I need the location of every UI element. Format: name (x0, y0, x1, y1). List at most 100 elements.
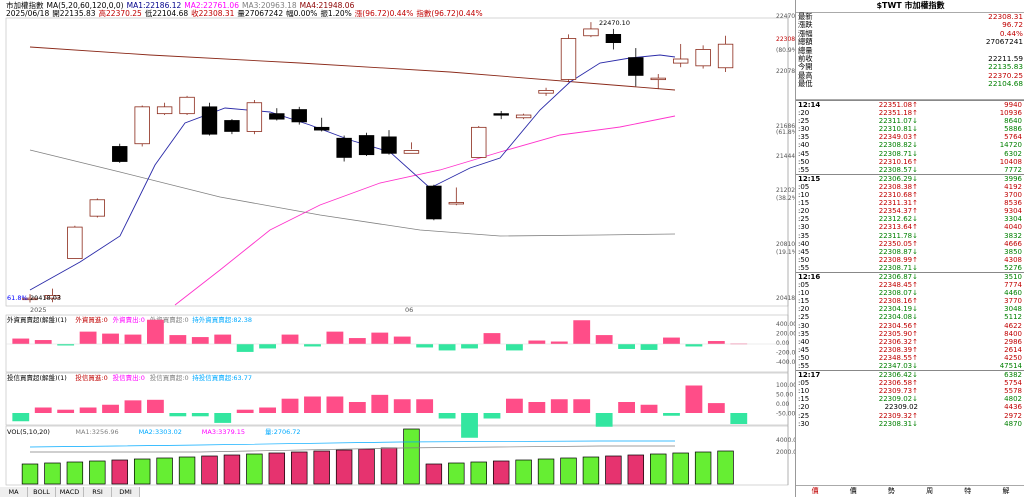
tick-row[interactable]: :20 22309.02 4436 (796, 403, 1024, 411)
dealer-header-2: 投信賣出:0 (113, 373, 145, 382)
indicator-tab-ma[interactable]: MA (0, 487, 28, 497)
indicator-tab-boll[interactable]: BOLL (28, 487, 56, 497)
volume-bar (156, 457, 173, 485)
tick-row[interactable]: :25 22312.62↓ 3304 (796, 215, 1024, 223)
quote-tab-2[interactable]: 勢 (887, 487, 895, 495)
ohlc-label-4: 收22308.31 (191, 9, 235, 18)
vol-ma2-line (29, 440, 675, 448)
foreign-header-1: 外資買進:0 (75, 315, 107, 324)
tick-row[interactable]: :05 22308.38↑ 4192 (796, 183, 1024, 191)
candlestick-chart[interactable]: 22470 22308.3 (80.9%) 22078 21686(61.8%) 2144… (0, 0, 795, 497)
tick-row[interactable]: :10 22310.68↑ 3700 (796, 191, 1024, 199)
volume-bar (627, 454, 645, 485)
tick-list[interactable]: 12:14 22351.08↑ 9940:20 22351.18↑ 10936:25 22… (796, 99, 1024, 484)
quote-row-value: 27067241 (985, 37, 1023, 47)
candle-body (291, 109, 307, 123)
tick-price: 22348.45↑ (878, 281, 918, 290)
tick-row[interactable]: :25 22304.08↓ 5112 (796, 313, 1024, 321)
indicator-tab-macd[interactable]: MACD (56, 487, 84, 497)
candle (336, 135, 352, 162)
volume-bar (537, 458, 555, 485)
tick-price: 22311.07↓ (878, 117, 918, 126)
tick-row[interactable]: :50 22348.55↑ 4250 (796, 354, 1024, 362)
candle-body (650, 77, 666, 81)
dealer-bar (124, 400, 142, 413)
tick-row[interactable]: :55 22347.03↓ 47514 (796, 362, 1024, 370)
tick-volume: 4870 (1004, 419, 1022, 428)
tick-row[interactable]: :05 22306.58↑ 5754 (796, 379, 1024, 387)
quote-tab-1[interactable]: 價 (849, 487, 857, 495)
tick-row[interactable]: :35 22349.03↑ 5764 (796, 133, 1024, 141)
tick-row[interactable]: :45 22308.39↑ 2614 (796, 346, 1024, 354)
tick-volume: 5886 (1004, 125, 1022, 134)
tick-row[interactable]: :50 22308.99↑ 4308 (796, 256, 1024, 264)
tick-row[interactable]: :40 22350.05↑ 4666 (796, 240, 1024, 248)
tick-row[interactable]: :05 22348.45↑ 7774 (796, 281, 1024, 289)
indicator-tab-dmi[interactable]: DMI (112, 487, 140, 497)
candle (156, 102, 173, 116)
tick-time: :35 (798, 231, 810, 240)
dealer-bar (12, 413, 30, 422)
quote-tab-4[interactable]: 特 (964, 487, 972, 495)
tick-row[interactable]: :35 22311.78↓ 3832 (796, 232, 1024, 240)
volume-header-4: 量:2706.72 (265, 428, 301, 436)
tick-row[interactable]: :30 22313.64↑ 4040 (796, 223, 1024, 231)
volume-bar (111, 459, 128, 485)
tick-row[interactable]: :40 22308.82↓ 14720 (796, 141, 1024, 149)
tick-row[interactable]: :40 22306.32↑ 2986 (796, 338, 1024, 346)
tick-row[interactable]: :35 22305.90↑ 8400 (796, 330, 1024, 338)
tick-price: 22309.73↑ (878, 387, 918, 396)
tick-time: :40 (798, 141, 810, 150)
tick-row[interactable]: 12:15 22306.29↓ 3996 (796, 173, 1024, 183)
tick-row[interactable]: :15 22311.31↑ 8536 (796, 199, 1024, 207)
tick-row[interactable]: :25 22311.07↓ 8640 (796, 117, 1024, 125)
quote-row-label: 最低 (798, 79, 813, 89)
quote-tab-5[interactable]: 解 (1002, 487, 1010, 495)
candle (628, 48, 644, 87)
volume-header-2: MA2:3303.02 (139, 428, 182, 436)
tick-time: :35 (798, 133, 810, 142)
tick-price: 22308.38↑ (878, 182, 918, 191)
tick-row[interactable]: :45 22308.71↓ 6302 (796, 150, 1024, 158)
tick-row[interactable]: 12:16 22306.87↓ 3510 (796, 271, 1024, 281)
indicator-tab-rsi[interactable]: RSI (84, 487, 112, 497)
candle-body (605, 34, 622, 44)
quote-title: $TWT 市加權指數 (796, 0, 1024, 13)
tick-price: 22347.03↓ (878, 362, 918, 370)
tick-row[interactable]: :25 22309.32↑ 2972 (796, 412, 1024, 420)
tick-row[interactable]: :10 22308.07↓ 4460 (796, 289, 1024, 297)
tick-row[interactable]: :30 22310.81↓ 5886 (796, 125, 1024, 133)
foreign-bar (461, 344, 478, 349)
tick-row[interactable]: :20 22351.18↑ 10936 (796, 109, 1024, 117)
quote-tab-3[interactable]: 周 (926, 487, 934, 495)
tick-row[interactable]: :55 22308.57↓ 7772 (796, 166, 1024, 174)
quote-tab-0[interactable]: 價 (811, 487, 819, 495)
dealer-bar (281, 398, 299, 413)
tick-row[interactable]: :15 22309.02↓ 4802 (796, 395, 1024, 403)
x-axis-mid: 06 (405, 306, 413, 314)
volume-bar (358, 448, 375, 485)
tick-row[interactable]: :55 22308.71↓ 5276 (796, 264, 1024, 272)
volume-bar (178, 456, 196, 485)
volume-bar (133, 458, 151, 485)
tick-row[interactable]: :45 22308.87↓ 3850 (796, 248, 1024, 256)
tick-row[interactable]: :50 22310.16↑ 10408 (796, 158, 1024, 166)
tick-row[interactable]: 12:17 22306.42↓ 6382 (796, 370, 1024, 379)
tick-row[interactable]: :30 22308.31↓ 4870 (796, 420, 1024, 428)
tick-row[interactable]: :30 22304.56↑ 4622 (796, 322, 1024, 330)
tick-price: 22310.68↑ (878, 191, 918, 200)
ma3-line (29, 149, 676, 237)
dealer-bar (214, 413, 232, 423)
price-axis-label: 22078 (776, 68, 795, 75)
tick-row[interactable]: :15 22308.16↑ 3770 (796, 297, 1024, 305)
tick-row[interactable]: :10 22309.73↑ 5578 (796, 387, 1024, 395)
tick-time: 12:17 (798, 371, 821, 380)
tick-volume: 2614 (1004, 345, 1022, 354)
tick-row[interactable]: :20 22304.19↓ 3048 (796, 305, 1024, 313)
tick-volume: 4250 (1004, 353, 1022, 362)
tick-row[interactable]: :20 22354.37↑ 9304 (796, 207, 1024, 215)
tick-volume: 47514 (999, 362, 1022, 370)
tick-row[interactable]: 12:14 22351.08↑ 9940 (796, 100, 1024, 109)
volume-bar (335, 449, 353, 485)
candle (89, 198, 106, 218)
